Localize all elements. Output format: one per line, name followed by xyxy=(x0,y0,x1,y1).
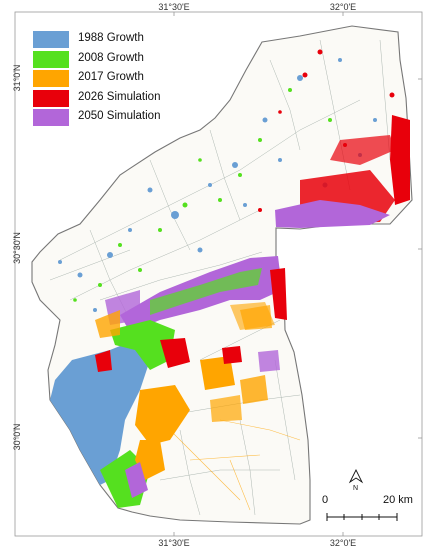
map-border xyxy=(14,11,423,537)
tick-left-30-30n: 30°30'N xyxy=(12,232,22,264)
south-roads xyxy=(169,419,301,511)
legend-swatch-2017 xyxy=(33,70,69,87)
tick-top-32-0e: 32°0'E xyxy=(329,2,357,12)
scale-end-label: 20 km xyxy=(383,494,413,506)
legend-label-2026: 2026 Simulation xyxy=(78,90,161,103)
legend-swatch-2008 xyxy=(33,50,69,68)
tick-left-30-0n: 30°0'N xyxy=(12,423,22,451)
north-arrow-label: N xyxy=(353,485,359,492)
tick-top-31-30e: 31°30'E xyxy=(158,2,190,12)
tick-bottom-31-30e: 31°30'E xyxy=(158,538,190,548)
green-village-dots xyxy=(73,88,332,302)
legend-swatch-2026 xyxy=(33,89,69,107)
legend-swatch-2050 xyxy=(33,109,69,126)
desert-developments xyxy=(200,305,280,422)
east-cluster xyxy=(275,115,410,228)
legend-label-2008: 2008 Growth xyxy=(78,51,144,64)
tick-left-31-0n: 31°0'N xyxy=(12,64,22,92)
tick-bottom-32-0e: 32°0'E xyxy=(329,538,357,548)
scale-bar-graphic xyxy=(326,513,398,521)
southwest-city xyxy=(50,290,190,508)
legend-label-2017: 2017 Growth xyxy=(78,71,144,83)
legend-swatch-1988 xyxy=(33,31,69,48)
legend-label-1988: 1988 Growth xyxy=(78,32,144,44)
scale-start-label: 0 xyxy=(322,494,329,506)
frame-ticks xyxy=(15,12,422,536)
north-arrow-icon xyxy=(348,468,364,484)
scale-bar: 0 20 km xyxy=(322,494,418,524)
legend-label-2050: 2050 Simulation xyxy=(78,110,161,122)
